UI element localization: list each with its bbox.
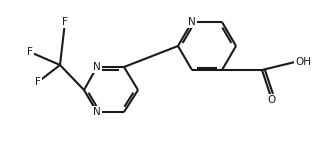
Text: OH: OH <box>295 57 311 67</box>
Text: N: N <box>188 17 196 27</box>
Text: N: N <box>93 62 101 72</box>
Text: F: F <box>27 47 33 57</box>
Text: O: O <box>268 95 276 105</box>
Text: F: F <box>35 77 41 87</box>
Text: N: N <box>93 107 101 117</box>
Text: F: F <box>62 17 68 27</box>
